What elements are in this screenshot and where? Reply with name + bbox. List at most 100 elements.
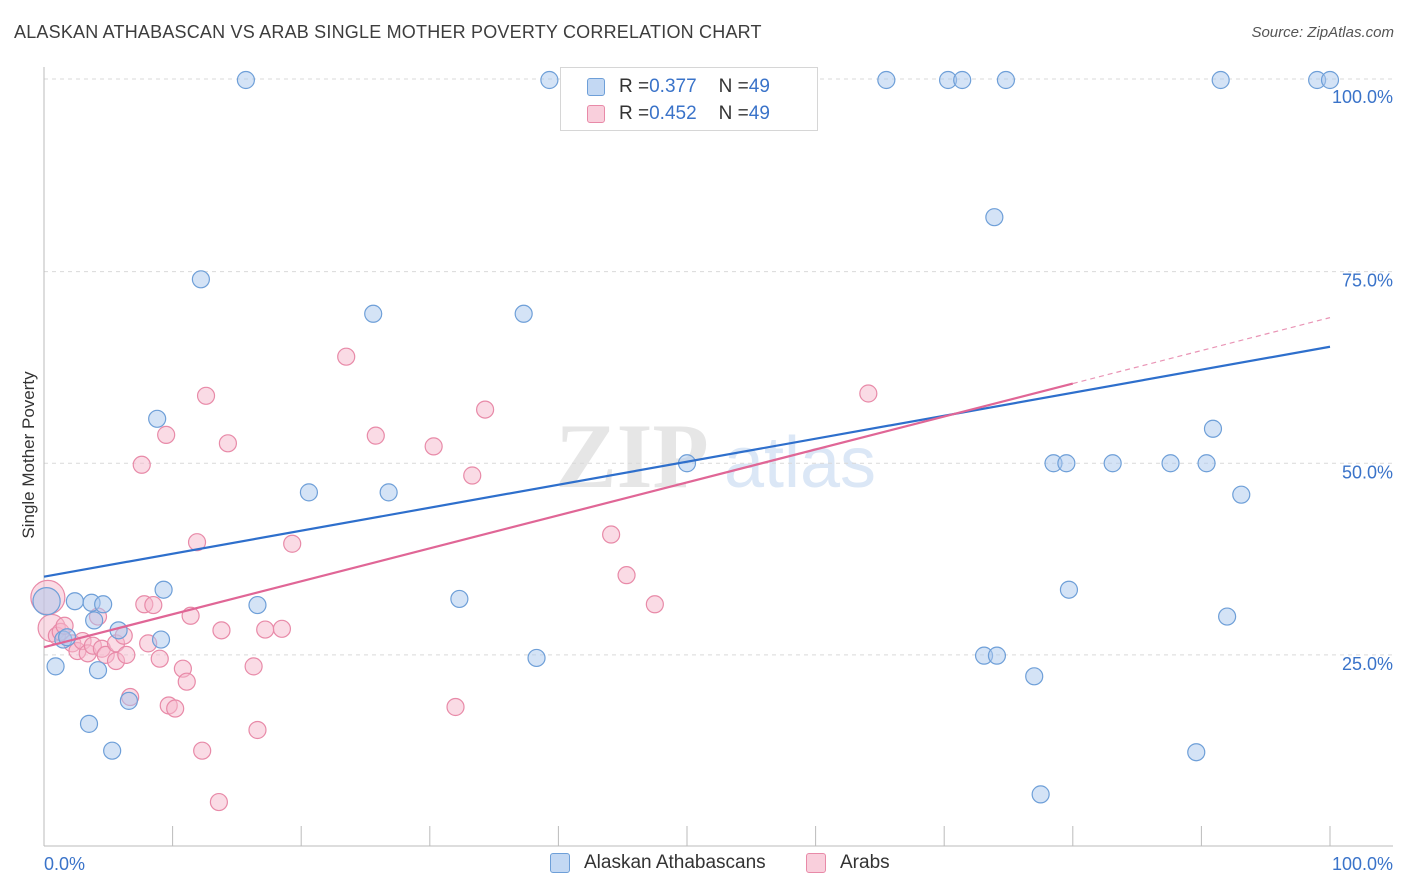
r-label: R =	[619, 103, 650, 124]
tick-labels: 25.0% 50.0% 75.0% 100.0% 0.0% 100.0%	[44, 87, 1393, 874]
alaskan-athabascan-point	[1161, 454, 1180, 473]
gridlines	[44, 78, 1393, 656]
alaskan-athabascan-point	[154, 580, 173, 599]
blue-swatch	[550, 853, 570, 873]
y-tick-label: 100.0%	[1332, 87, 1393, 107]
alaskan-athabascan-point	[985, 208, 1004, 227]
r-label: R =	[619, 76, 650, 97]
alaskan-athabascan-point	[540, 70, 559, 90]
arab-point	[196, 386, 216, 405]
arab-point	[212, 621, 231, 640]
pink-swatch	[806, 853, 826, 873]
alaskan-athabascan-point	[953, 70, 972, 90]
n-value: 49	[748, 76, 770, 97]
alaskan-athabascan-point	[1197, 454, 1216, 473]
alaskan-athabascan-point	[450, 589, 469, 609]
n-label: N =	[718, 76, 749, 97]
arab-point	[366, 426, 385, 445]
alaskan-athabascan-point	[1232, 485, 1251, 504]
trend-lines	[43, 317, 1331, 649]
arab-point	[248, 720, 267, 740]
arab-point	[424, 437, 443, 456]
arab-point	[177, 672, 196, 691]
alaskan-athabascan-point	[1187, 743, 1206, 762]
alaskan-athabascan-point	[1320, 70, 1340, 90]
pink-swatch	[587, 105, 605, 123]
arabs-points	[30, 347, 878, 812]
alaskan-athabascan-point	[379, 483, 398, 502]
alaskan-athabascan-point	[103, 741, 122, 760]
arab-trend-line	[43, 382, 1074, 649]
alaskan-athabascan-point	[79, 714, 99, 733]
n-label: N =	[718, 103, 749, 124]
alaskan-athabascan-point	[1031, 785, 1050, 804]
arab-point	[218, 434, 237, 453]
y-tick-label: 50.0%	[1342, 462, 1393, 482]
alaskan-athabascan-point	[94, 595, 113, 614]
alaskan-athabascan-point	[65, 592, 84, 611]
arab-point	[602, 525, 621, 544]
arab-point	[187, 533, 207, 552]
alaskan-athabascans-points	[32, 70, 1340, 804]
n-value: 49	[748, 103, 770, 124]
alaskan-athabascan-point	[877, 70, 896, 90]
stats-row-alaskan: R = 0.377 N = 49	[587, 75, 770, 99]
alaskan-athabascan-point	[32, 587, 61, 616]
alaskan-athabascan-point	[1059, 580, 1079, 599]
alaskan-athabascan-point	[364, 304, 383, 323]
x-tick-label-min: 0.0%	[44, 854, 85, 874]
arab-point	[283, 534, 302, 553]
alaskan-athabascan-point	[527, 648, 546, 668]
legend-label-arabs: Arabs	[840, 852, 890, 873]
r-value: 0.377	[649, 76, 697, 97]
arab-point	[617, 566, 636, 585]
alaskan-athabascan-point	[514, 304, 533, 323]
arab-point	[144, 595, 163, 615]
arab-point	[463, 466, 482, 485]
alaskan-athabascan-point	[1103, 454, 1122, 473]
r-value: 0.452	[649, 103, 697, 124]
alaskan-athabascan-point	[85, 611, 104, 630]
arab-point	[272, 619, 292, 638]
alaskan-athabascan-point	[119, 691, 138, 710]
alaskan-athabascan-point	[46, 657, 65, 676]
arab-point	[256, 620, 275, 639]
arab-point	[150, 649, 169, 668]
alaskan-athabascan-point	[1057, 454, 1076, 473]
axes	[43, 67, 1393, 847]
alaskan-athabascan-point	[1025, 667, 1044, 686]
alaskan-athabascan-point	[248, 595, 267, 615]
alaskan-trend-line	[43, 345, 1331, 578]
chart-title: ALASKAN ATHABASCAN VS ARAB SINGLE MOTHER…	[14, 22, 762, 42]
source-label: Source: ZipAtlas.com	[1251, 24, 1394, 41]
series-legend: Alaskan Athabascans Arabs	[0, 852, 1406, 878]
arab-point	[859, 384, 878, 403]
arab-point	[337, 347, 356, 366]
legend-item-alaskan[interactable]: Alaskan Athabascans	[550, 852, 766, 874]
alaskan-athabascan-point	[88, 661, 108, 680]
arab-point	[645, 595, 664, 614]
alaskan-athabascan-point	[1203, 419, 1223, 438]
arab-point	[209, 792, 228, 812]
alaskan-athabascan-point	[987, 646, 1007, 665]
stats-row-arabs: R = 0.452 N = 49	[587, 102, 770, 126]
arab-trend-line-extension	[1072, 317, 1331, 385]
watermark: ZIP atlas	[555, 405, 876, 507]
alaskan-athabascan-point	[236, 70, 256, 90]
arab-point	[244, 657, 263, 676]
arab-point	[166, 699, 185, 718]
y-tick-label: 25.0%	[1342, 654, 1393, 674]
arab-point	[132, 455, 151, 474]
arab-point	[446, 697, 465, 717]
alaskan-athabascan-point	[299, 483, 319, 502]
alaskan-athabascan-point	[996, 70, 1016, 90]
legend-item-arabs[interactable]: Arabs	[806, 852, 890, 874]
arab-point	[475, 400, 495, 419]
arab-point	[157, 425, 176, 444]
y-tick-label: 75.0%	[1342, 271, 1393, 291]
alaskan-athabascan-point	[148, 409, 167, 428]
stats-legend: R = 0.377 N = 49 R = 0.452 N = 49	[560, 67, 818, 131]
legend-label-alaskan: Alaskan Athabascans	[584, 852, 766, 873]
x-tick-label-max: 100.0%	[1332, 854, 1393, 874]
alaskan-athabascan-point	[1218, 607, 1237, 626]
